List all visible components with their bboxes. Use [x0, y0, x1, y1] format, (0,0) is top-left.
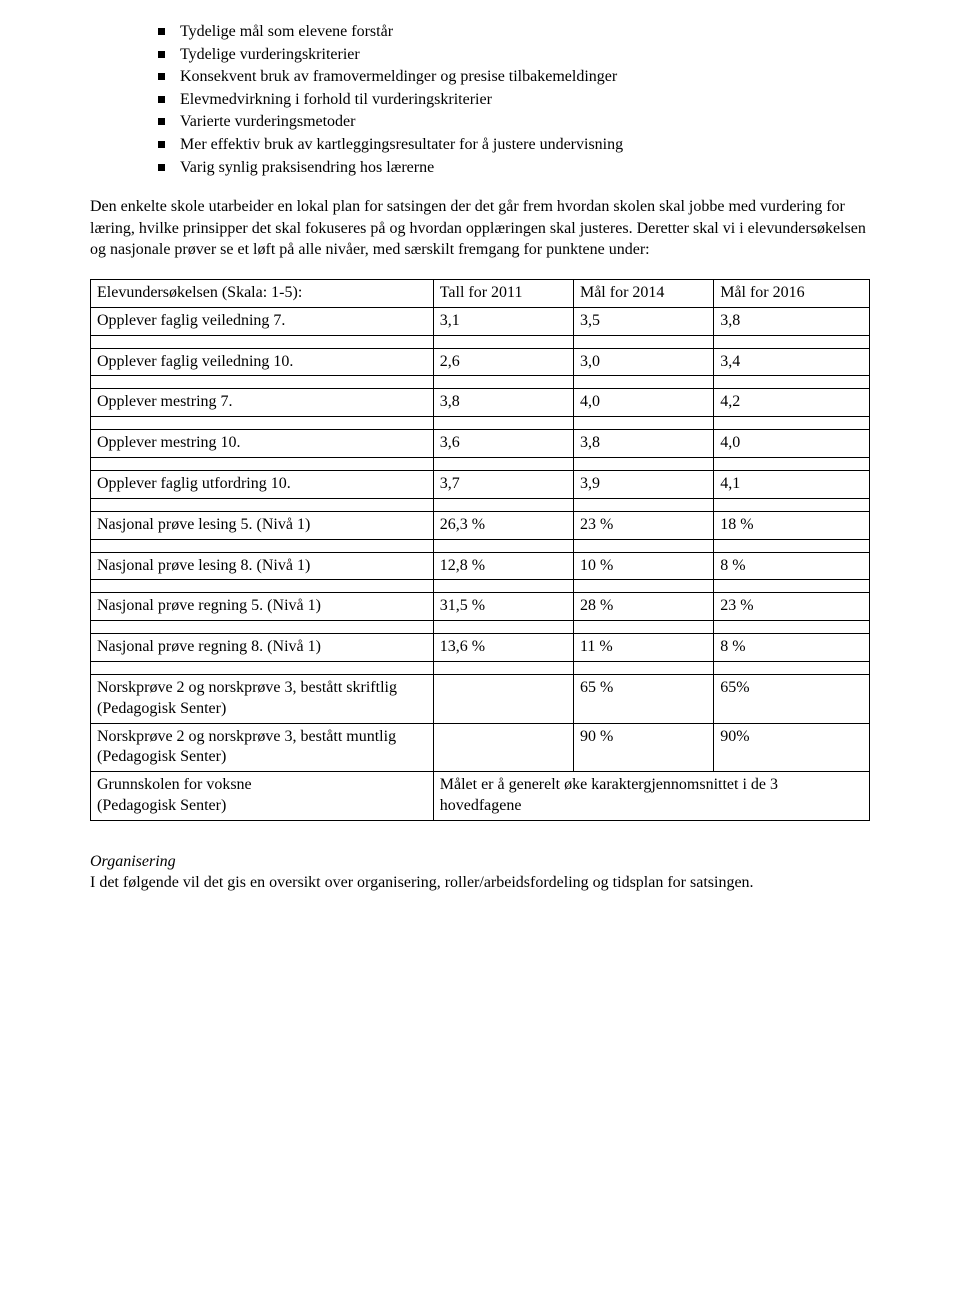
table-cell: 90 % — [573, 723, 713, 772]
table-cell: 10 % — [573, 552, 713, 580]
table-cell: 11 % — [573, 634, 713, 662]
table-cell-merged: Målet er å generelt øke karaktergjennoms… — [433, 772, 869, 821]
table-cell: Norskprøve 2 og norskprøve 3, bestått mu… — [91, 723, 434, 772]
intro-paragraph: Den enkelte skole utarbeider en lokal pl… — [90, 196, 870, 261]
table-cell: Norskprøve 2 og norskprøve 3, bestått sk… — [91, 674, 434, 723]
table-spacer — [91, 580, 870, 593]
table-cell: Opplever mestring 7. — [91, 389, 434, 417]
table-row: Opplever faglig utfordring 10. 3,7 3,9 4… — [91, 470, 870, 498]
organisering-body: I det følgende vil det gis en oversikt o… — [90, 874, 754, 891]
table-row: Nasjonal prøve regning 8. (Nivå 1) 13,6 … — [91, 634, 870, 662]
table-cell: 13,6 % — [433, 634, 573, 662]
table-cell: 3,9 — [573, 470, 713, 498]
table-cell: 8 % — [714, 552, 870, 580]
table-cell: 3,8 — [433, 389, 573, 417]
table-cell: Opplever faglig utfordring 10. — [91, 470, 434, 498]
table-cell: Opplever faglig veiledning 7. — [91, 307, 434, 335]
table-spacer — [91, 661, 870, 674]
table-cell: 8 % — [714, 634, 870, 662]
table-cell: Grunnskolen for voksne (Pedagogisk Sente… — [91, 772, 434, 821]
table-cell: 23 % — [714, 593, 870, 621]
table-row: Nasjonal prøve regning 5. (Nivå 1) 31,5 … — [91, 593, 870, 621]
list-item: Tydelige mål som elevene forstår — [158, 21, 870, 43]
table-row: Grunnskolen for voksne (Pedagogisk Sente… — [91, 772, 870, 821]
list-item-text: Varig synlig praksisendring hos lærerne — [180, 159, 434, 176]
list-item-text: Mer effektiv bruk av kartleggingsresulta… — [180, 136, 623, 153]
list-item: Varig synlig praksisendring hos lærerne — [158, 157, 870, 179]
table-cell: 3,4 — [714, 348, 870, 376]
table-cell: 18 % — [714, 511, 870, 539]
table-cell — [433, 674, 573, 723]
table-cell: 23 % — [573, 511, 713, 539]
table-cell: Nasjonal prøve regning 8. (Nivå 1) — [91, 634, 434, 662]
table-spacer — [91, 621, 870, 634]
table-spacer — [91, 376, 870, 389]
table-cell — [433, 723, 573, 772]
table-spacer — [91, 457, 870, 470]
table-cell: Nasjonal prøve lesing 8. (Nivå 1) — [91, 552, 434, 580]
table-spacer — [91, 498, 870, 511]
table-cell: 12,8 % — [433, 552, 573, 580]
list-item: Varierte vurderingsmetoder — [158, 111, 870, 133]
list-item: Konsekvent bruk av framovermeldinger og … — [158, 66, 870, 88]
table-row: Nasjonal prøve lesing 5. (Nivå 1) 26,3 %… — [91, 511, 870, 539]
table-cell: 4,2 — [714, 389, 870, 417]
table-row: Opplever mestring 7. 3,8 4,0 4,2 — [91, 389, 870, 417]
list-item-text: Konsekvent bruk av framovermeldinger og … — [180, 68, 617, 85]
bullet-list: Tydelige mål som elevene forstår Tydelig… — [90, 21, 870, 178]
table-header-cell: Elevundersøkelsen (Skala: 1-5): — [91, 279, 434, 307]
table-cell: 3,6 — [433, 430, 573, 458]
table-cell: 2,6 — [433, 348, 573, 376]
table-spacer — [91, 335, 870, 348]
table-cell: 3,8 — [573, 430, 713, 458]
table-header-cell: Tall for 2011 — [433, 279, 573, 307]
organisering-heading: Organisering — [90, 853, 176, 870]
list-item-text: Tydelige mål som elevene forstår — [180, 23, 393, 40]
table-cell: 65 % — [573, 674, 713, 723]
table-cell: 4,1 — [714, 470, 870, 498]
list-item-text: Tydelige vurderingskriterier — [180, 46, 360, 63]
table-cell: 4,0 — [714, 430, 870, 458]
document-page: Tydelige mål som elevene forstår Tydelig… — [0, 0, 960, 1290]
table-cell: 90% — [714, 723, 870, 772]
table-cell: 3,7 — [433, 470, 573, 498]
table-row: Nasjonal prøve lesing 8. (Nivå 1) 12,8 %… — [91, 552, 870, 580]
table-row: Opplever faglig veiledning 10. 2,6 3,0 3… — [91, 348, 870, 376]
table-row: Norskprøve 2 og norskprøve 3, bestått sk… — [91, 674, 870, 723]
list-item: Tydelige vurderingskriterier — [158, 44, 870, 66]
list-item: Elevmedvirkning i forhold til vurderings… — [158, 89, 870, 111]
table-cell: 3,0 — [573, 348, 713, 376]
table-cell: Nasjonal prøve regning 5. (Nivå 1) — [91, 593, 434, 621]
table-cell: 3,5 — [573, 307, 713, 335]
table-cell: 3,8 — [714, 307, 870, 335]
list-item-text: Elevmedvirkning i forhold til vurderings… — [180, 91, 492, 108]
table-row: Opplever faglig veiledning 7. 3,1 3,5 3,… — [91, 307, 870, 335]
table-cell: Opplever faglig veiledning 10. — [91, 348, 434, 376]
table-cell: 31,5 % — [433, 593, 573, 621]
table-cell: 4,0 — [573, 389, 713, 417]
table-cell: Opplever mestring 10. — [91, 430, 434, 458]
table-cell: 3,1 — [433, 307, 573, 335]
table-spacer — [91, 539, 870, 552]
goals-table: Elevundersøkelsen (Skala: 1-5): Tall for… — [90, 279, 870, 821]
table-row: Opplever mestring 10. 3,6 3,8 4,0 — [91, 430, 870, 458]
list-item: Mer effektiv bruk av kartleggingsresulta… — [158, 134, 870, 156]
table-row: Norskprøve 2 og norskprøve 3, bestått mu… — [91, 723, 870, 772]
table-cell: 26,3 % — [433, 511, 573, 539]
table-spacer — [91, 417, 870, 430]
table-cell: Nasjonal prøve lesing 5. (Nivå 1) — [91, 511, 434, 539]
list-item-text: Varierte vurderingsmetoder — [180, 113, 355, 130]
table-header-cell: Mål for 2014 — [573, 279, 713, 307]
table-header-cell: Mål for 2016 — [714, 279, 870, 307]
table-header-row: Elevundersøkelsen (Skala: 1-5): Tall for… — [91, 279, 870, 307]
table-cell: 28 % — [573, 593, 713, 621]
organisering-section: Organisering I det følgende vil det gis … — [90, 851, 870, 894]
table-cell: 65% — [714, 674, 870, 723]
